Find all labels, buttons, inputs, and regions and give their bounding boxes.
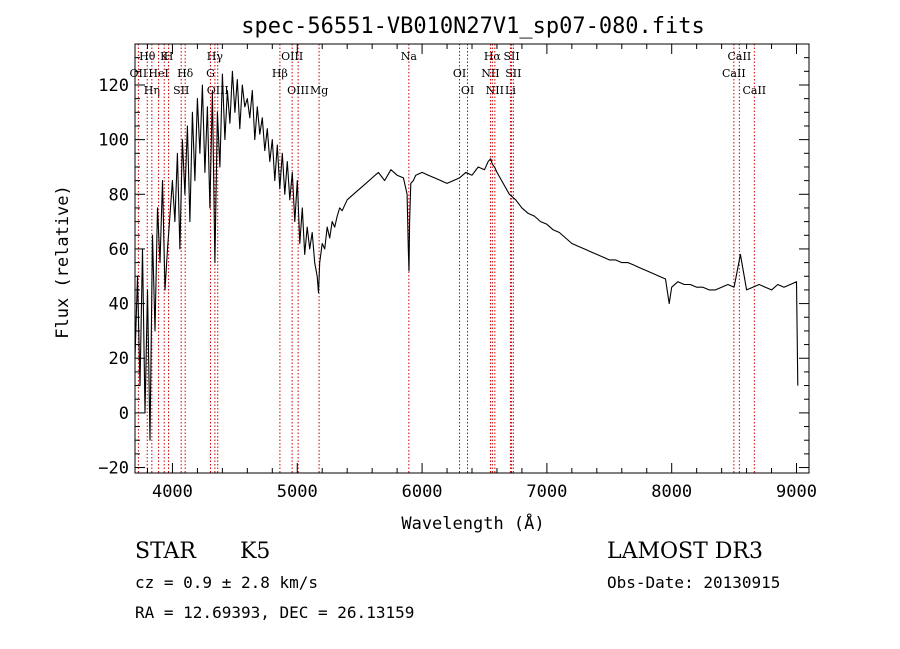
spectral-line-label: NII bbox=[481, 67, 499, 80]
chart-title: spec-56551-VB010N27V1_sp07-080.fits bbox=[241, 14, 705, 39]
y-axis-label: Flux (relative) bbox=[53, 185, 73, 339]
y-tick-label: 60 bbox=[109, 240, 129, 260]
spectral-line-label: NII bbox=[486, 84, 504, 97]
x-axis-label: Wavelength (Å) bbox=[401, 512, 544, 534]
y-tick-label: 120 bbox=[98, 76, 129, 96]
spectral-line-label: CaII bbox=[728, 50, 752, 63]
spectral-line-label: H bbox=[164, 50, 174, 63]
obs-date: Obs-Date: 20130915 bbox=[607, 573, 781, 592]
emission-lines-layer: HθOIIHηKHeISIIHHδOIIIHγGOIIIOIIIHβMgNaOI… bbox=[130, 44, 766, 473]
y-tick-label: 20 bbox=[109, 349, 129, 369]
spectral-line-label: Hγ bbox=[207, 50, 224, 63]
spectral-line-label: Na bbox=[401, 50, 418, 63]
spectrum-line bbox=[134, 70, 799, 441]
spectral-line-label: SII bbox=[173, 84, 189, 97]
y-tick-label: −20 bbox=[98, 459, 129, 479]
spectral-line-label: CaII bbox=[722, 67, 746, 80]
spectral-line-label: OI bbox=[453, 67, 466, 80]
y-tick-label: 80 bbox=[109, 185, 129, 205]
spectral-line-label: SII bbox=[503, 50, 519, 63]
axes-layer: 4000 5000 6000 7000 8000 9000 −20 0 20 40 60 80 100 1… bbox=[98, 43, 817, 502]
y-tick-label: 0 bbox=[119, 404, 129, 424]
spectral-line-label: Li bbox=[505, 84, 516, 97]
spectral-line-label: Hη bbox=[144, 84, 160, 97]
spectral-line-label: OII bbox=[130, 67, 148, 80]
spectral-line-label: Hδ bbox=[177, 67, 194, 80]
spectral-line-label: OI bbox=[461, 84, 474, 97]
x-tick-label: 5000 bbox=[277, 482, 318, 502]
spectral-line-label: Mg bbox=[310, 84, 328, 97]
spectrum-layer bbox=[134, 70, 799, 441]
spectral-line-label: CaII bbox=[742, 84, 766, 97]
star-class: STAR bbox=[135, 539, 196, 564]
spectral-line-label: Hθ bbox=[139, 50, 156, 63]
spectral-line-label: G bbox=[206, 67, 215, 80]
spectral-line-label: HeI bbox=[148, 67, 168, 80]
spectral-line-label: K bbox=[160, 50, 169, 63]
x-tick-label: 9000 bbox=[776, 482, 817, 502]
x-tick-label: 8000 bbox=[651, 482, 692, 502]
x-tick-label: 6000 bbox=[402, 482, 443, 502]
x-tick-label: 7000 bbox=[526, 482, 567, 502]
y-tick-label: 40 bbox=[109, 295, 129, 315]
x-tick-label: 4000 bbox=[152, 482, 193, 502]
spectral-line-label: Hβ bbox=[272, 67, 288, 80]
cz-value: cz = 0.9 ± 2.8 km/s bbox=[135, 573, 319, 592]
spectral-line-label: Hα bbox=[484, 50, 502, 63]
coordinates: RA = 12.69393, DEC = 26.13159 bbox=[135, 603, 415, 622]
y-tick-label: 100 bbox=[98, 131, 129, 151]
star-subclass: K5 bbox=[240, 539, 271, 564]
survey-label: LAMOST DR3 bbox=[607, 539, 763, 564]
spectral-line-label: OIII bbox=[287, 84, 309, 97]
spectral-line-label: SII bbox=[505, 67, 521, 80]
spectral-line-label: OIII bbox=[281, 50, 303, 63]
plot-frame bbox=[134, 43, 810, 474]
